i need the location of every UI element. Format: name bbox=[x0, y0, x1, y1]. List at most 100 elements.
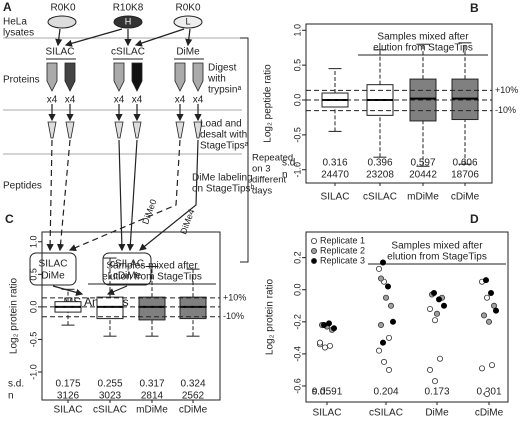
stat-label: s.d. bbox=[282, 158, 298, 169]
plot-frame bbox=[305, 23, 493, 184]
step-label: desalt with bbox=[200, 130, 247, 141]
stat-value: 20442 bbox=[409, 170, 437, 181]
point bbox=[377, 322, 384, 329]
y-tick-label: 0.5 bbox=[292, 59, 302, 72]
legend-marker bbox=[310, 237, 317, 244]
x-tick-label: cDiMe bbox=[451, 192, 480, 203]
step-label: trypsinᵃ bbox=[208, 85, 241, 96]
point bbox=[487, 289, 494, 296]
x-tick-label: SILAC bbox=[54, 405, 83, 416]
stat-label: s.d. bbox=[312, 387, 328, 398]
point bbox=[379, 259, 386, 266]
mix-label: cSILAC bbox=[110, 259, 144, 270]
mix-label: SILAC bbox=[39, 259, 68, 270]
stat-value: 3023 bbox=[99, 391, 122, 402]
legend-marker bbox=[310, 247, 317, 254]
point bbox=[320, 322, 327, 329]
point bbox=[433, 310, 440, 317]
y-tick-label: -0.2 bbox=[292, 314, 302, 330]
x-tick-label: cDiMe bbox=[475, 408, 504, 419]
dish-label: R0K0 bbox=[50, 3, 75, 14]
repeat-note: on 3 bbox=[252, 164, 271, 175]
sample-label: SILAC bbox=[46, 47, 75, 58]
y-tick-label: -0.5 bbox=[28, 332, 38, 348]
dish-label: R10K8 bbox=[113, 3, 144, 14]
stage-label: Peptides bbox=[3, 181, 42, 192]
bracket bbox=[240, 37, 249, 263]
x-tick-label: cDiMe bbox=[179, 405, 208, 416]
stat-value: 0.175 bbox=[55, 379, 80, 390]
legend-label: Replicate 3 bbox=[320, 255, 365, 265]
y-axis-label: Log₂ protein ratio bbox=[265, 278, 276, 355]
stat-value: 0.324 bbox=[180, 379, 205, 390]
x-tick-label: cSILAC bbox=[369, 408, 403, 419]
y-tick-label: -0.5 bbox=[292, 127, 302, 143]
point bbox=[426, 366, 433, 373]
plot-frame bbox=[305, 231, 509, 403]
step-label: on StageTipsᵇ bbox=[192, 184, 255, 195]
stat-label: n bbox=[282, 170, 288, 181]
x-tick-label: cSILAC bbox=[363, 192, 397, 203]
dish bbox=[113, 15, 143, 29]
point bbox=[485, 318, 492, 325]
stat-value: 2562 bbox=[182, 391, 205, 402]
point bbox=[435, 296, 442, 303]
dish-mark: H bbox=[125, 16, 132, 26]
point bbox=[385, 334, 392, 341]
point bbox=[488, 362, 495, 369]
label-tag: DiMe0 bbox=[140, 198, 158, 226]
point bbox=[440, 302, 447, 309]
arrows bbox=[55, 28, 193, 47]
stat-value: 0.317 bbox=[139, 379, 164, 390]
stage-label: Proteins bbox=[3, 75, 40, 86]
mix-label: DiMe bbox=[41, 271, 65, 282]
dish bbox=[47, 15, 77, 29]
mix-label: cDiMe bbox=[113, 271, 142, 282]
point bbox=[482, 277, 489, 284]
point bbox=[430, 289, 437, 296]
x-tick-label: cSILAC bbox=[93, 405, 127, 416]
flow-lines bbox=[46, 139, 199, 252]
annotation: elution from StageTips bbox=[387, 252, 487, 263]
x-tick-label: SILAC bbox=[313, 408, 342, 419]
y-axis-label: Log₂ protein ratio bbox=[9, 277, 20, 354]
tube-count: x4 bbox=[132, 95, 143, 106]
tube-count: x4 bbox=[65, 95, 76, 106]
stat-label: n bbox=[8, 391, 14, 402]
x-tick-label: DiMe bbox=[425, 408, 449, 419]
point bbox=[379, 339, 386, 346]
mix-box bbox=[102, 252, 152, 286]
tube-count: x4 bbox=[114, 95, 125, 106]
tubes bbox=[46, 62, 204, 92]
point bbox=[389, 318, 396, 325]
point bbox=[478, 365, 485, 372]
reference-label: +10% bbox=[495, 85, 518, 95]
point bbox=[377, 275, 384, 282]
box bbox=[138, 296, 166, 321]
arrows bbox=[48, 104, 202, 122]
dish-label: R0K0 bbox=[175, 3, 200, 14]
annotation: Samples mixed after bbox=[377, 32, 469, 43]
stat-value: 3126 bbox=[57, 391, 80, 402]
point bbox=[382, 294, 389, 301]
point bbox=[330, 325, 337, 332]
y-tick-label: 0.0 bbox=[292, 94, 302, 107]
point bbox=[325, 320, 332, 327]
point bbox=[436, 355, 443, 362]
lysate-label: lysates bbox=[3, 28, 34, 39]
y-tick-label: -1.0 bbox=[292, 162, 302, 178]
point bbox=[492, 307, 499, 314]
dish bbox=[173, 15, 203, 29]
stat-value: 23208 bbox=[366, 170, 394, 181]
stat-label: s.d. bbox=[8, 379, 24, 390]
stat-value: 0.204 bbox=[373, 387, 398, 398]
stat-value: 24470 bbox=[321, 170, 349, 181]
y-tick-label: 0.2 bbox=[292, 251, 302, 264]
panel-a: A HeLa lysates R0K0 R10K8 R0K0 H L SILAC… bbox=[3, 0, 293, 309]
point bbox=[387, 302, 394, 309]
point bbox=[316, 339, 323, 346]
sample-label: cSILAC bbox=[111, 47, 145, 58]
tube-count: x4 bbox=[47, 95, 58, 106]
